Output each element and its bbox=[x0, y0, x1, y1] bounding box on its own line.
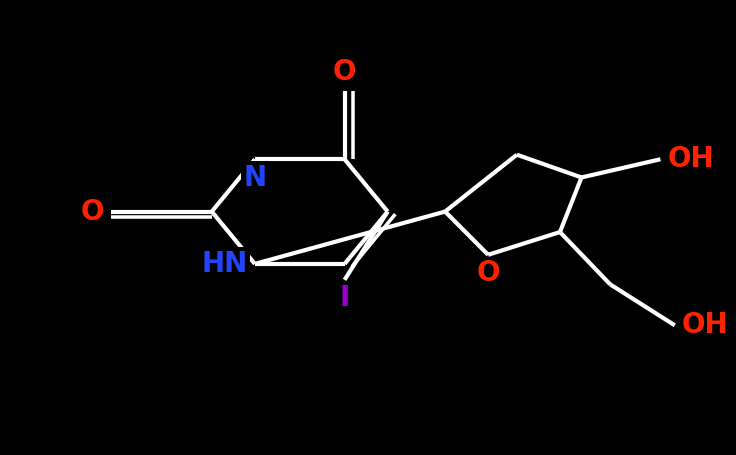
Text: OH: OH bbox=[682, 311, 729, 339]
Text: HN: HN bbox=[202, 250, 248, 278]
Text: OH: OH bbox=[668, 145, 714, 173]
Text: O: O bbox=[333, 58, 356, 86]
Text: N: N bbox=[244, 164, 266, 192]
Text: O: O bbox=[476, 259, 500, 288]
Text: O: O bbox=[81, 197, 104, 226]
Text: I: I bbox=[339, 284, 350, 313]
